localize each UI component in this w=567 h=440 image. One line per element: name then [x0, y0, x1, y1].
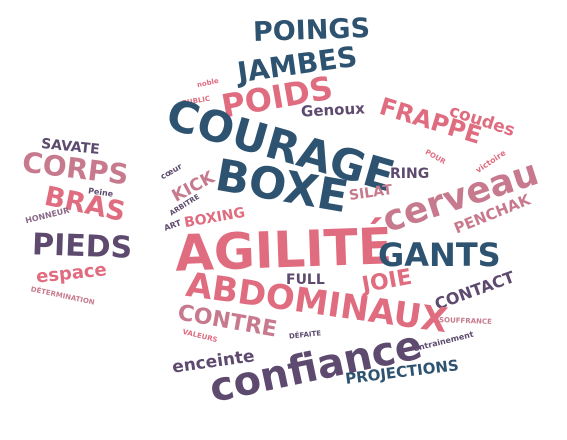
word-corps: CORPS — [20, 145, 131, 192]
word-defaite: DÉFAITE — [288, 329, 322, 341]
word-souffrance: SOUFFRANCE — [438, 316, 492, 326]
word-pieds: PIEDS — [31, 227, 133, 266]
word-full: FULL — [286, 272, 325, 288]
word-determination: DÉTERMINATION — [29, 285, 96, 307]
word-pour: POUR — [423, 148, 447, 167]
word-noble: noble — [196, 76, 220, 90]
word-ring: RING — [390, 166, 430, 182]
word-espace: espace — [35, 259, 108, 288]
word-genoux: Genoux — [300, 99, 366, 121]
word-coeur: cœur — [159, 161, 184, 182]
word-gants: GANTS — [378, 236, 501, 274]
